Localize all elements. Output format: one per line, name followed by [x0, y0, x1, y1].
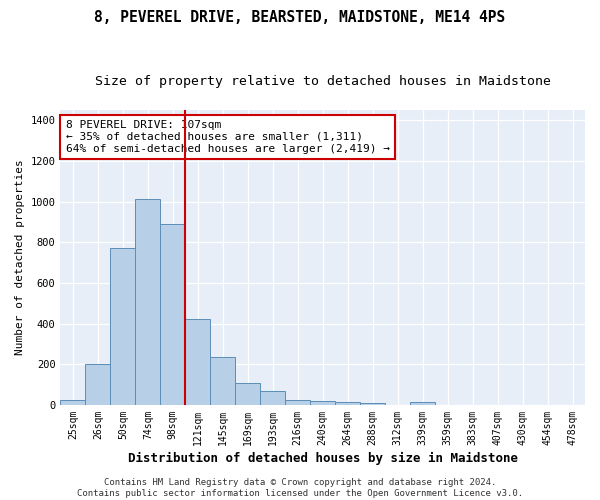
Title: Size of property relative to detached houses in Maidstone: Size of property relative to detached ho… — [95, 75, 551, 88]
Bar — [335, 402, 360, 405]
Text: 8 PEVEREL DRIVE: 107sqm
← 35% of detached houses are smaller (1,311)
64% of semi: 8 PEVEREL DRIVE: 107sqm ← 35% of detache… — [65, 120, 389, 154]
Bar — [85, 364, 110, 405]
Bar — [61, 400, 85, 405]
Bar — [185, 320, 210, 405]
Bar — [110, 248, 136, 405]
Bar — [360, 403, 385, 405]
Bar — [285, 400, 310, 405]
Bar — [410, 402, 435, 405]
X-axis label: Distribution of detached houses by size in Maidstone: Distribution of detached houses by size … — [128, 452, 518, 465]
Text: 8, PEVEREL DRIVE, BEARSTED, MAIDSTONE, ME14 4PS: 8, PEVEREL DRIVE, BEARSTED, MAIDSTONE, M… — [94, 10, 506, 25]
Text: Contains HM Land Registry data © Crown copyright and database right 2024.
Contai: Contains HM Land Registry data © Crown c… — [77, 478, 523, 498]
Bar — [136, 200, 160, 405]
Y-axis label: Number of detached properties: Number of detached properties — [15, 160, 25, 356]
Bar — [260, 391, 285, 405]
Bar — [160, 224, 185, 405]
Bar — [235, 383, 260, 405]
Bar — [310, 401, 335, 405]
Bar — [210, 357, 235, 405]
